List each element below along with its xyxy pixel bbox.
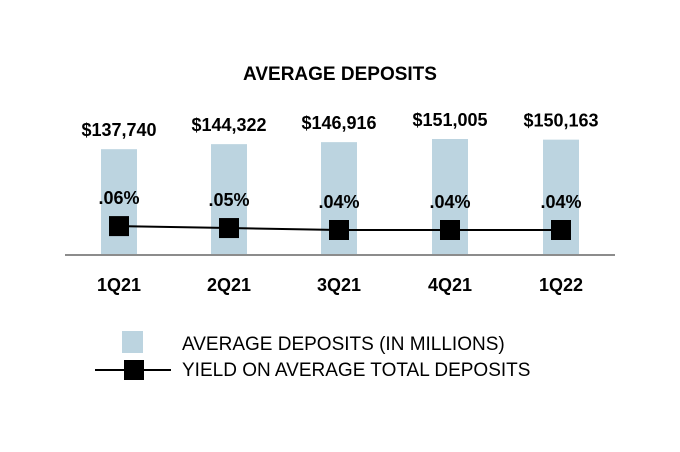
- yield-labels-group: .06% .05% .04% .04% .04%: [98, 188, 581, 212]
- yield-marker-1Q21: [109, 216, 129, 237]
- x-tick-labels-group: 1Q21 2Q21 3Q21 4Q21 1Q22: [97, 275, 583, 295]
- yield-marker-1Q22: [551, 220, 571, 240]
- chart-title: AVERAGE DEPOSITS: [243, 64, 437, 85]
- x-tick-label: 1Q22: [539, 275, 583, 295]
- legend-label-yield: YIELD ON AVERAGE TOTAL DEPOSITS: [182, 360, 530, 381]
- yield-value-label: .04%: [318, 192, 359, 212]
- yield-value-label: .04%: [429, 192, 470, 212]
- x-tick-label: 1Q21: [97, 275, 141, 295]
- bar-value-label: $151,005: [412, 110, 487, 130]
- bar-labels-group: $137,740 $144,322 $146,916 $151,005 $150,163: [81, 110, 598, 140]
- legend-marker-swatch: [124, 360, 144, 380]
- legend-bar-swatch: [122, 331, 143, 353]
- x-tick-label: 4Q21: [428, 275, 472, 295]
- bar-value-label: $146,916: [301, 113, 376, 133]
- x-tick-label: 2Q21: [207, 275, 251, 295]
- bar-1Q21: [101, 149, 137, 255]
- yield-value-label: .05%: [208, 190, 249, 210]
- bar-value-label: $137,740: [81, 120, 156, 140]
- legend-label-deposits: AVERAGE DEPOSITS (IN MILLIONS): [182, 334, 505, 355]
- yield-value-label: .06%: [98, 188, 139, 208]
- yield-marker-4Q21: [440, 220, 460, 240]
- yield-marker-2Q21: [219, 218, 239, 239]
- yield-line-group: [109, 216, 571, 240]
- yield-value-label: .04%: [540, 192, 581, 212]
- bar-value-label: $150,163: [523, 111, 598, 131]
- bar-value-label: $144,322: [191, 115, 266, 135]
- yield-marker-3Q21: [329, 220, 349, 240]
- legend: AVERAGE DEPOSITS (IN MILLIONS) YIELD ON …: [95, 331, 530, 381]
- x-tick-label: 3Q21: [317, 275, 361, 295]
